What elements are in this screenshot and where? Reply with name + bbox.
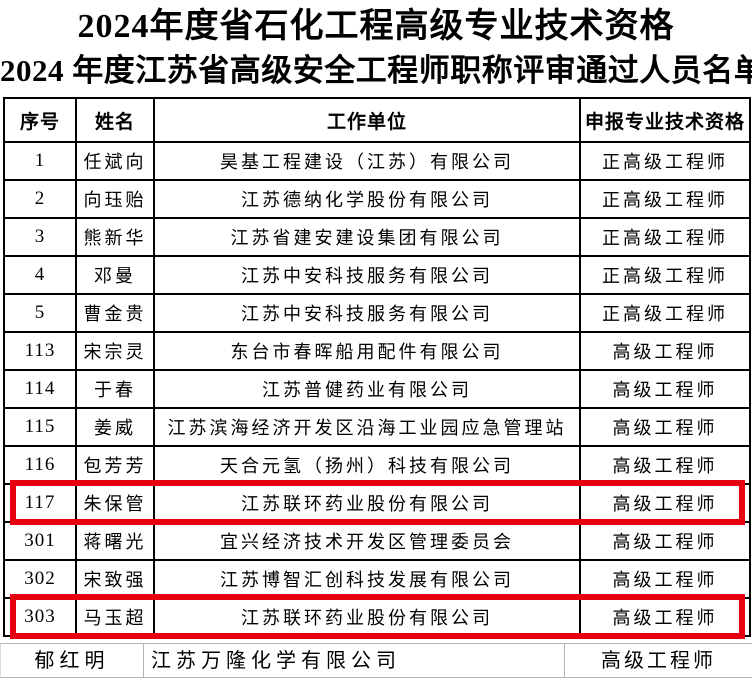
table-row: 3 熊新华 江苏省建安建设集团有限公司 正高级工程师 [3, 217, 751, 257]
cell-name: 于春 [75, 369, 155, 409]
cell-unit: 天合元氢（扬州）科技有限公司 [153, 445, 581, 485]
cell-qual: 正高级工程师 [579, 141, 751, 181]
cell-unit: 江苏联环药业股份有限公司 [153, 597, 581, 637]
cell-qual: 正高级工程师 [579, 179, 751, 219]
cell-qual: 高级工程师 [579, 597, 751, 637]
cell-no: 302 [3, 559, 77, 599]
cell-no: 113 [3, 331, 77, 371]
cell-name: 包芳芳 [75, 445, 155, 485]
results-table: 序号 姓名 工作单位 申报专业技术资格 1 任斌向 昊基工程建设（江苏）有限公司 正高级工程… [3, 97, 751, 637]
cell-unit: 江苏普健药业有限公司 [153, 369, 581, 409]
table-row: 113 宋宗灵 东台市春晖船用配件有限公司 高级工程师 [3, 331, 751, 371]
cell-name: 宋宗灵 [75, 331, 155, 371]
cell-qual: 正高级工程师 [579, 293, 751, 333]
cell-no: 303 [3, 597, 77, 637]
cell-unit: 江苏德纳化学股份有限公司 [153, 179, 581, 219]
table-row: 303 马玉超 江苏联环药业股份有限公司 高级工程师 [3, 597, 751, 637]
table-row: 2 向珏贻 江苏德纳化学股份有限公司 正高级工程师 [3, 179, 751, 219]
cell-unit: 江苏中安科技服务有限公司 [153, 255, 581, 295]
cell-unit: 江苏博智汇创科技发展有限公司 [153, 559, 581, 599]
partial-qualification-cell: 高级工程师 [564, 644, 752, 677]
table-row: 302 宋致强 江苏博智汇创科技发展有限公司 高级工程师 [3, 559, 751, 599]
cell-qual: 高级工程师 [579, 407, 751, 447]
cell-no: 4 [3, 255, 77, 295]
cell-name: 任斌向 [75, 141, 155, 181]
partial-unit-cell: 江苏万隆化学有限公司 [143, 644, 564, 677]
cell-qual: 高级工程师 [579, 445, 751, 485]
cell-no: 3 [3, 217, 77, 257]
cell-qual: 正高级工程师 [579, 255, 751, 295]
cell-no: 115 [3, 407, 77, 447]
cell-name: 朱保管 [75, 483, 155, 523]
cell-name: 蒋曙光 [75, 521, 155, 561]
cell-no: 5 [3, 293, 77, 333]
cell-name: 姜威 [75, 407, 155, 447]
cell-unit: 江苏滨海经济开发区沿海工业园应急管理站 [153, 407, 581, 447]
cell-no: 301 [3, 521, 77, 561]
cell-name: 向珏贻 [75, 179, 155, 219]
cell-qual: 高级工程师 [579, 559, 751, 599]
cell-no: 114 [3, 369, 77, 409]
cell-unit: 昊基工程建设（江苏）有限公司 [153, 141, 581, 181]
table-row: 5 曹金贵 江苏中安科技服务有限公司 正高级工程师 [3, 293, 751, 333]
table-row: 4 邓曼 江苏中安科技服务有限公司 正高级工程师 [3, 255, 751, 295]
cell-no: 116 [3, 445, 77, 485]
cell-qual: 高级工程师 [579, 521, 751, 561]
table-header-row: 序号 姓名 工作单位 申报专业技术资格 [3, 97, 751, 143]
column-header-3: 申报专业技术资格 [579, 97, 751, 143]
document-title-line2: 2024 年度江苏省高级安全工程师职称评审通过人员名单 [0, 53, 752, 88]
cell-unit: 江苏中安科技服务有限公司 [153, 293, 581, 333]
column-header-1: 姓名 [75, 97, 155, 143]
table-row: 115 姜威 江苏滨海经济开发区沿海工业园应急管理站 高级工程师 [3, 407, 751, 447]
cell-no: 117 [3, 483, 77, 523]
cell-no: 2 [3, 179, 77, 219]
cell-unit: 江苏省建安建设集团有限公司 [153, 217, 581, 257]
cell-qual: 正高级工程师 [579, 217, 751, 257]
cell-qual: 高级工程师 [579, 369, 751, 409]
cell-unit: 江苏联环药业股份有限公司 [153, 483, 581, 523]
column-header-2: 工作单位 [153, 97, 581, 143]
document-title-line1: 2024年度省石化工程高级专业技术资格 [77, 8, 675, 45]
cell-no: 1 [3, 141, 77, 181]
table-row: 114 于春 江苏普健药业有限公司 高级工程师 [3, 369, 751, 409]
cell-name: 曹金贵 [75, 293, 155, 333]
cell-qual: 高级工程师 [579, 483, 751, 523]
table-row: 116 包芳芳 天合元氢（扬州）科技有限公司 高级工程师 [3, 445, 751, 485]
table-row: 301 蒋曙光 宜兴经济技术开发区管理委员会 高级工程师 [3, 521, 751, 561]
cell-name: 宋致强 [75, 559, 155, 599]
cell-name: 马玉超 [75, 597, 155, 637]
partial-name-cell: 郁红明 [34, 650, 110, 672]
cell-name: 熊新华 [75, 217, 155, 257]
cell-qual: 高级工程师 [579, 331, 751, 371]
column-header-0: 序号 [3, 97, 77, 143]
table-row: 1 任斌向 昊基工程建设（江苏）有限公司 正高级工程师 [3, 141, 751, 181]
cell-name: 邓曼 [75, 255, 155, 295]
table-row: 117 朱保管 江苏联环药业股份有限公司 高级工程师 [3, 483, 751, 523]
cell-unit: 宜兴经济技术开发区管理委员会 [153, 521, 581, 561]
cell-unit: 东台市春晖船用配件有限公司 [153, 331, 581, 371]
partial-next-table-row: 郁红明 江苏万隆化学有限公司 高级工程师 [0, 643, 752, 678]
